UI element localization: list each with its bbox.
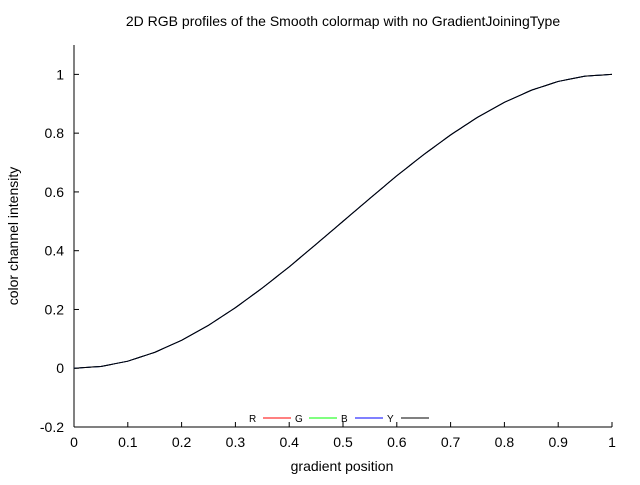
x-tick-label: 0 [70,434,78,450]
x-tick-label: 0.5 [333,434,353,450]
y-tick-label: 0 [56,360,64,376]
x-tick-label: 0.8 [495,434,515,450]
legend-label-y: Y [387,414,394,425]
x-tick-label: 1 [608,434,616,450]
x-tick-label: 0.6 [387,434,407,450]
y-tick-label: 0.8 [45,125,65,141]
x-tick-label: 0.3 [226,434,246,450]
x-tick-label: 0.7 [441,434,461,450]
y-tick-label: 0.6 [45,184,65,200]
y-tick-label: 0.2 [45,301,65,317]
y-tick-label: 1 [56,66,64,82]
legend-label-b: B [341,414,348,425]
x-tick-label: 0.1 [118,434,138,450]
series-layer [73,73,613,369]
legend-label-g: G [295,414,303,425]
y-axis-label: color channel intensity [5,167,21,306]
chart-title: 2D RGB profiles of the Smooth colormap w… [126,13,560,29]
axes: 0 0.1 0.2 0.3 0.4 0.5 0.6 0.7 0.8 0.9 1 -0.2 0 0.2 0.4… [40,45,616,450]
x-axis-label: gradient position [291,458,394,474]
y-tick-label: -0.2 [40,419,64,435]
legend-label-r: R [249,414,256,425]
x-tick-label: 0.4 [279,434,299,450]
x-tick-label: 0.9 [548,434,568,450]
series-line-y [73,73,613,369]
x-tick-label: 0.2 [172,434,192,450]
y-tick-label: 0.4 [45,243,65,259]
